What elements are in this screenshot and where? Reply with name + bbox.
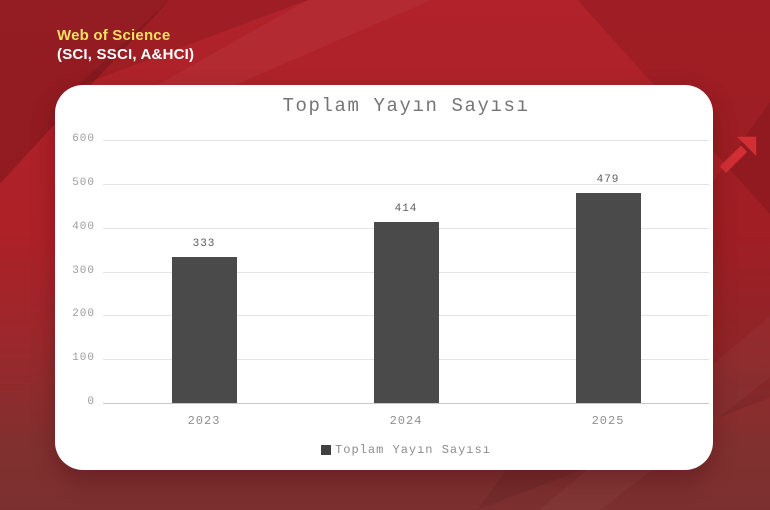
page-subtitle: (SCI, SSCI, A&HCI) xyxy=(57,46,195,63)
legend-marker-icon xyxy=(321,445,332,455)
chart-legend: Toplam Yayın Sayısı xyxy=(103,443,709,457)
gridline xyxy=(103,183,709,185)
y-axis-tick-label: 0 xyxy=(87,396,95,408)
y-axis-tick-label: 200 xyxy=(72,308,95,321)
bar-2025 xyxy=(575,193,641,403)
gridline xyxy=(103,403,709,404)
y-axis-tick-label: 100 xyxy=(72,352,95,365)
gridline xyxy=(103,140,709,141)
chart-title: Toplam Yayın Sayısı xyxy=(282,95,530,117)
y-axis-tick-label: 400 xyxy=(72,220,95,233)
x-axis-tick-label: 2023 xyxy=(187,414,221,428)
bar-value-label: 479 xyxy=(596,174,620,187)
y-axis-tick-label: 600 xyxy=(72,133,95,145)
bar-value-label: 333 xyxy=(192,238,216,251)
legend-label: Toplam Yayın Sayısı xyxy=(335,443,491,457)
chart-card: Toplam Yayın Sayısı 0 100 200 300 400 500 600 3… xyxy=(55,85,713,470)
bar-2024 xyxy=(373,221,439,403)
x-axis-tick-label: 2025 xyxy=(591,414,625,428)
x-axis-tick-label: 2024 xyxy=(389,414,423,428)
chart-plot-area: 0 100 200 300 400 500 600 333 2023 414 2024 479 2025 xyxy=(55,85,713,470)
y-axis-tick-label: 500 xyxy=(72,176,95,189)
bar-2023 xyxy=(171,257,237,403)
bar-value-label: 414 xyxy=(394,202,418,215)
page-title: Web of Science xyxy=(57,27,171,44)
header: Web of Science (SCI, SSCI, A&HCI) xyxy=(57,27,194,63)
growth-arrow-icon xyxy=(719,136,757,173)
y-axis-tick-label: 300 xyxy=(72,264,95,277)
